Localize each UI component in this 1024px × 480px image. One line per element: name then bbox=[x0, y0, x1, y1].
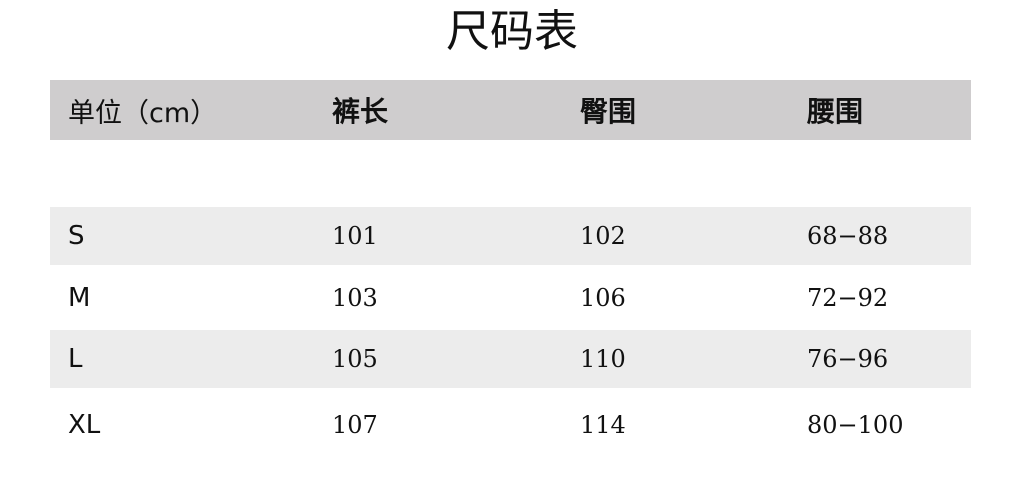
table-row: S 101 102 68−88 bbox=[50, 207, 971, 265]
length-cell: 105 bbox=[332, 345, 378, 373]
size-cell: XL bbox=[68, 409, 101, 440]
table-row: M 103 106 72−92 bbox=[50, 265, 971, 330]
table-row: XL 107 114 80−100 bbox=[50, 392, 971, 457]
header-length: 裤长 bbox=[332, 95, 389, 128]
header-hip: 臀围 bbox=[580, 95, 637, 128]
hip-cell: 114 bbox=[580, 410, 626, 439]
header-waist: 腰围 bbox=[807, 95, 864, 128]
length-cell: 101 bbox=[332, 222, 378, 250]
table-header: 单位（cm） 裤长 臀围 腰围 bbox=[50, 80, 971, 140]
header-unit: 单位（cm） bbox=[68, 97, 218, 129]
hip-cell: 110 bbox=[580, 345, 626, 373]
length-cell: 103 bbox=[332, 283, 378, 312]
hip-cell: 106 bbox=[580, 283, 626, 312]
hip-cell: 102 bbox=[580, 222, 626, 250]
size-cell: L bbox=[68, 344, 83, 374]
waist-cell: 72−92 bbox=[807, 283, 889, 312]
waist-cell: 80−100 bbox=[807, 410, 904, 439]
table-row: L 105 110 76−96 bbox=[50, 330, 971, 388]
size-cell: M bbox=[68, 282, 91, 313]
waist-cell: 76−96 bbox=[807, 345, 889, 373]
waist-cell: 68−88 bbox=[807, 222, 889, 250]
length-cell: 107 bbox=[332, 410, 378, 439]
page-title: 尺码表 bbox=[446, 6, 578, 57]
size-cell: S bbox=[68, 221, 85, 251]
